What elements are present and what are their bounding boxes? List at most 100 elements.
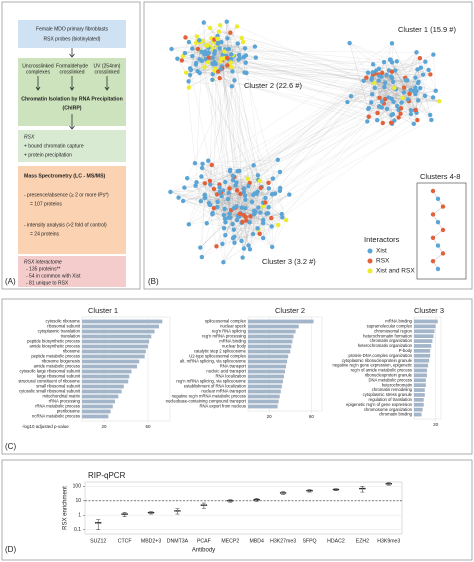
dot: [283, 492, 285, 494]
edge: [224, 26, 238, 52]
node: [223, 232, 228, 238]
node: [213, 66, 218, 72]
node: [277, 185, 283, 191]
node: [430, 259, 436, 264]
edge: [367, 74, 374, 122]
node: [194, 180, 199, 185]
dot: [98, 521, 101, 524]
node: [416, 79, 421, 84]
dot: [362, 487, 365, 490]
x-tick-label: MBD2+3: [141, 538, 161, 544]
edge: [199, 40, 222, 60]
edge: [232, 194, 290, 225]
edge: [243, 41, 434, 98]
node: [266, 205, 271, 210]
node: [199, 174, 204, 179]
node: [251, 208, 257, 213]
dot: [121, 513, 123, 515]
bar: [82, 369, 132, 374]
node: [435, 243, 441, 248]
edge: [195, 185, 257, 194]
category-label: cytoplasmic stress granule: [363, 392, 413, 397]
bar: [248, 394, 280, 399]
node: [230, 221, 235, 227]
edge: [219, 78, 224, 191]
edge: [222, 59, 233, 87]
legend: Xist RSX Xist and RSX: [367, 248, 415, 275]
panel-label: (C): [5, 442, 16, 451]
edge: [379, 82, 419, 98]
edge: [282, 119, 418, 218]
node: [234, 188, 240, 193]
node: [427, 112, 433, 118]
edge: [208, 160, 218, 208]
edge: [200, 201, 242, 242]
edge: [196, 40, 200, 63]
category-label: amide metabolic process: [34, 364, 80, 369]
node: [269, 224, 274, 229]
node: [253, 55, 258, 60]
node: [199, 49, 204, 54]
node: [187, 72, 193, 78]
bar: [248, 324, 299, 329]
category-label: chromosomal region: [374, 328, 413, 333]
edge: [218, 71, 262, 187]
category-label: mRNA binding: [219, 339, 246, 344]
node: [243, 197, 248, 202]
edge: [227, 193, 276, 200]
category-label: heterochromatin organization: [358, 343, 413, 348]
edge: [245, 78, 373, 209]
edge: [227, 198, 283, 218]
category-label: cytoplasmic ribonucleoprotein granule: [342, 358, 413, 363]
x-tick-label: SUZ12: [90, 538, 106, 544]
edge: [389, 59, 416, 111]
edge: [219, 191, 267, 214]
error-bar: [175, 508, 180, 515]
box: [18, 166, 126, 254]
edge: [194, 163, 226, 183]
edge: [393, 81, 416, 111]
edge: [368, 71, 393, 117]
edge: [178, 197, 253, 202]
node: [280, 215, 285, 220]
edge: [197, 71, 261, 188]
panel-c-frame: [1, 298, 473, 455]
node: [260, 204, 266, 209]
node: [254, 191, 259, 196]
node: [185, 176, 190, 181]
node: [210, 61, 215, 66]
node: [437, 99, 442, 104]
edge: [232, 62, 393, 181]
node: [370, 92, 375, 97]
node: [246, 243, 251, 248]
chart-title: RIP-qPCR: [88, 471, 126, 480]
node: [370, 62, 376, 67]
edge: [234, 175, 258, 178]
category-label: chromatin organization: [370, 338, 413, 343]
plot-frame: [81, 316, 171, 422]
edge: [258, 179, 264, 203]
edge: [189, 68, 218, 202]
edge: [261, 102, 402, 188]
node: [225, 55, 230, 61]
edge: [177, 22, 204, 59]
bar: [248, 349, 291, 354]
dot: [147, 511, 150, 514]
edge: [241, 120, 395, 242]
edge: [263, 188, 270, 224]
edge: [374, 73, 416, 111]
category-label: RNA export from nucleus: [199, 404, 246, 409]
bar: [82, 339, 150, 344]
edge: [201, 39, 215, 62]
edge: [195, 64, 266, 198]
node: [186, 85, 192, 90]
edge: [395, 70, 432, 121]
edge: [241, 222, 260, 234]
node: [388, 120, 394, 126]
dot: [388, 483, 391, 485]
edge: [417, 69, 431, 115]
node: [210, 77, 215, 82]
node: [389, 41, 395, 46]
node: [186, 39, 192, 45]
edge: [371, 102, 392, 123]
